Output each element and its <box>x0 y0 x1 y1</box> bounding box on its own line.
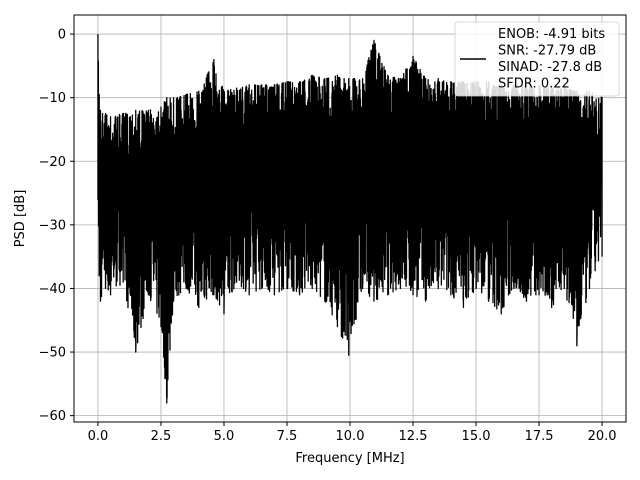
y-tick-label: −20 <box>39 155 66 170</box>
psd-series-line <box>97 34 603 404</box>
y-tick-label: −50 <box>39 346 66 361</box>
x-tick-label: 12.5 <box>399 429 428 444</box>
x-tick-label: 17.5 <box>525 429 554 444</box>
legend-label: ENOB: -4.91 bits SNR: -27.79 dB SINAD: -27… <box>498 27 605 92</box>
x-tick-label: 5.0 <box>214 429 235 444</box>
series-group <box>97 34 603 404</box>
y-axis-ticks: 0 −10 −20 −30 −40 −50 −60 <box>39 28 74 424</box>
x-axis-title: Frequency [MHz] <box>295 451 404 466</box>
y-tick-label: 0 <box>58 28 66 43</box>
x-tick-label: 2.5 <box>151 429 172 444</box>
x-tick-label: 10.0 <box>336 429 365 444</box>
y-tick-label: −40 <box>39 282 66 297</box>
x-axis-ticks: 0.0 2.5 5.0 7.5 10.0 12.5 15.0 17.5 20.0 <box>88 422 617 444</box>
x-tick-label: 15.0 <box>462 429 491 444</box>
y-tick-label: −30 <box>39 218 66 233</box>
legend: ENOB: -4.91 bits SNR: -27.79 dB SINAD: -27… <box>454 21 620 97</box>
x-tick-label: 0.0 <box>88 429 109 444</box>
y-axis-title: PSD [dB] <box>13 190 28 248</box>
x-tick-label: 20.0 <box>588 429 617 444</box>
y-tick-label: −10 <box>39 91 66 106</box>
y-tick-label: −60 <box>39 409 66 424</box>
legend-box <box>454 21 620 97</box>
x-tick-label: 7.5 <box>277 429 298 444</box>
